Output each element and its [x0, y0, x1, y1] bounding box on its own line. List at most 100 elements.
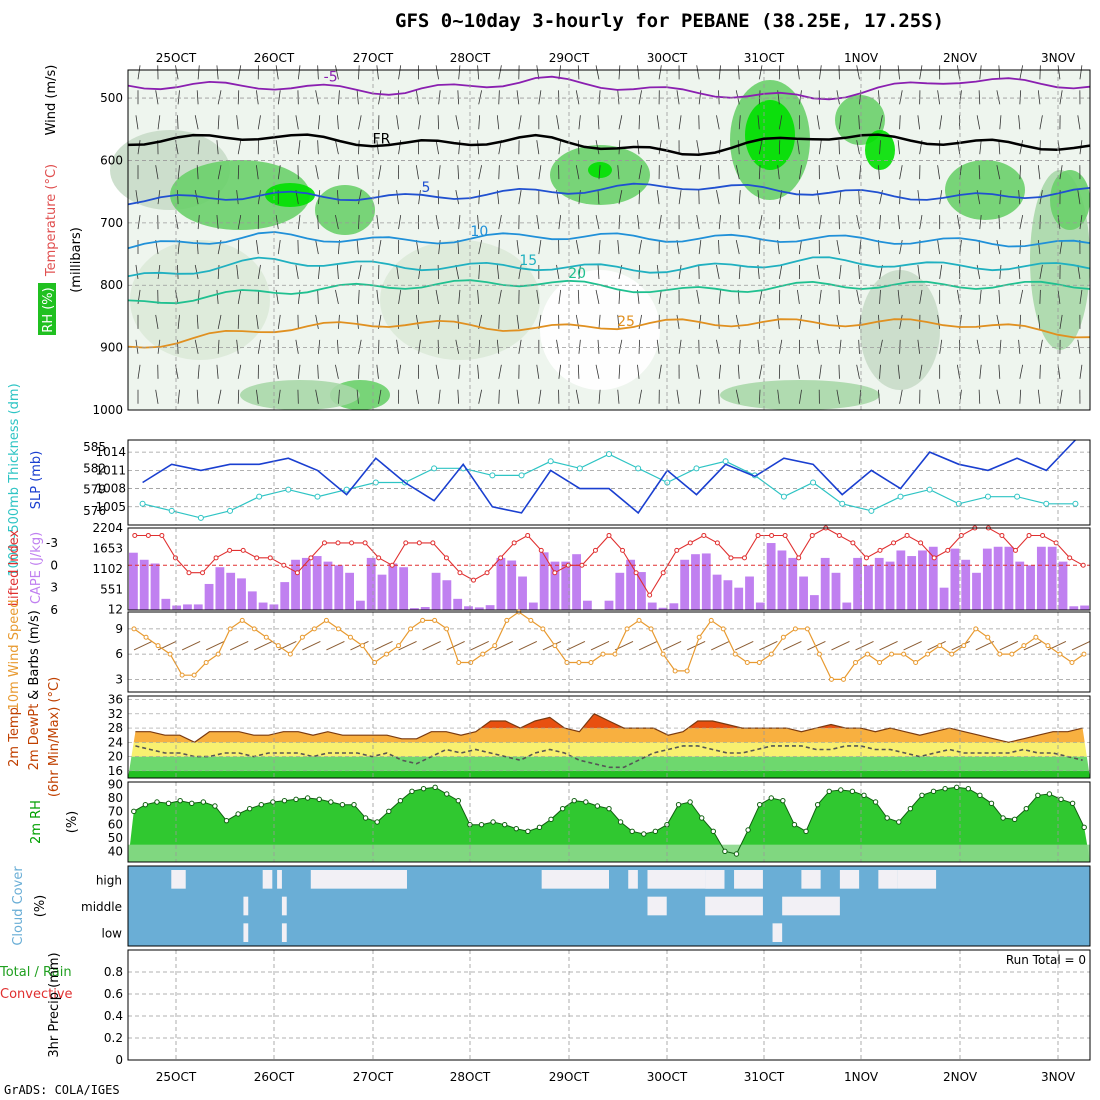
li-point	[552, 570, 558, 576]
wind-speed-point	[275, 643, 281, 649]
thickness-tick: 579	[83, 483, 106, 497]
upper-wind-barb	[477, 215, 480, 230]
upper-wind-barb	[939, 264, 943, 280]
cloud-gap	[839, 870, 860, 889]
upper-wind-barb	[1037, 90, 1041, 105]
upper-wind-barb	[217, 314, 222, 329]
rh-point	[374, 819, 380, 825]
rh-low-band	[128, 844, 1090, 862]
cape-bar	[853, 557, 863, 610]
upper-wind-barb	[396, 190, 399, 205]
upper-wind-barb	[617, 240, 620, 255]
temp-tick: 16	[108, 764, 123, 778]
wind-speed-point	[804, 626, 810, 632]
wind-speed-point	[456, 660, 462, 666]
upper-wind-barb	[577, 364, 580, 379]
upper-wind-barb	[396, 264, 399, 280]
wind-barb	[951, 641, 970, 651]
upper-wind-barb	[358, 115, 362, 130]
upper-wind-barb	[879, 140, 881, 155]
upper-wind-barb	[516, 239, 520, 255]
upper-wind-barb	[1019, 165, 1022, 180]
wind-speed-point	[323, 617, 329, 623]
rh-tick: 70	[108, 804, 123, 818]
rh-point	[548, 816, 554, 823]
cloud-gap	[243, 896, 249, 916]
li-point	[850, 540, 856, 546]
upper-wind-barb	[398, 215, 402, 230]
wind-barb	[975, 641, 994, 651]
upper-wind-barb	[718, 289, 721, 304]
upper-wind-barb	[478, 339, 481, 354]
upper-wind-barb	[498, 165, 500, 180]
upper-mb-label: (millibars)	[69, 227, 84, 293]
rh-panel-frame	[127, 781, 1091, 863]
upper-wind-barb	[798, 90, 802, 105]
upper-wind-barb	[897, 65, 900, 80]
temperature-contour-label: 5	[421, 180, 430, 196]
wind-speed-point	[708, 617, 714, 623]
li-point	[538, 547, 544, 553]
wind-tick: 9	[115, 622, 123, 636]
upper-wind-barb	[897, 215, 900, 230]
upper-wind-barb	[237, 165, 240, 180]
rh-point	[142, 801, 149, 808]
upper-wind-barb	[696, 215, 700, 230]
cape-bar	[550, 561, 560, 610]
temp-tick: 24	[108, 735, 123, 749]
thickness-point	[955, 500, 962, 507]
rh-shade	[240, 380, 360, 410]
upper-wind-barb	[937, 314, 941, 329]
rh-point	[223, 817, 230, 824]
upper-wind-barb	[676, 165, 680, 180]
upper-wind-barb	[979, 364, 982, 379]
rh-point	[304, 795, 311, 801]
upper-wind-barb	[575, 165, 580, 180]
upper-wind-barb	[376, 289, 379, 304]
wind-speed-point	[480, 651, 486, 657]
upper-wind-barb	[255, 314, 259, 329]
rh-point	[165, 800, 172, 807]
wind-barb	[662, 641, 682, 651]
upper-wind-barb	[376, 65, 379, 80]
upper-wind-barb	[295, 264, 299, 280]
wind-speed-point	[588, 660, 594, 666]
wind-speed-point	[780, 634, 786, 640]
li-point	[714, 540, 720, 546]
rh-point	[896, 819, 902, 825]
upper-wind-barb	[257, 339, 261, 354]
upper-wind-barb	[498, 215, 502, 230]
upper-wind-barb	[737, 65, 740, 80]
rh-point	[362, 815, 369, 821]
rh-point	[154, 799, 160, 805]
rh-point	[444, 791, 450, 797]
precip-panel-frame	[127, 949, 1091, 1061]
upper-wind-barb	[816, 339, 820, 354]
upper-wind-barb	[237, 65, 242, 80]
upper-wind-barb	[778, 264, 783, 280]
upper-wind-barb	[858, 264, 860, 280]
cape-bar	[993, 546, 1003, 610]
upper-wind-barb	[676, 389, 680, 404]
li-point	[145, 532, 151, 538]
cape-bar	[1015, 561, 1025, 610]
upper-wind-barb	[1077, 339, 1081, 354]
upper-wind-barb	[477, 140, 480, 155]
rh-point	[814, 801, 821, 808]
upper-wind-barb	[155, 165, 159, 180]
date-label-top: 29OCT	[549, 51, 590, 65]
thickness-point	[868, 507, 875, 514]
precip-label-1: Total / Rain	[0, 965, 72, 980]
upper-wind-barb	[978, 240, 981, 255]
upper-wind-barb	[558, 364, 562, 379]
li-point	[376, 555, 382, 561]
upper-wind-barb	[295, 115, 299, 130]
upper-wind-barb	[175, 65, 179, 80]
date-label-bottom: 2NOV	[943, 1070, 978, 1084]
upper-wind-barb	[996, 389, 1001, 404]
upper-wind-barb	[838, 289, 840, 304]
upper-wind-barb	[777, 389, 780, 404]
upper-wind-barb	[137, 140, 141, 155]
li-point	[1026, 532, 1032, 538]
rh-shade	[170, 160, 310, 230]
